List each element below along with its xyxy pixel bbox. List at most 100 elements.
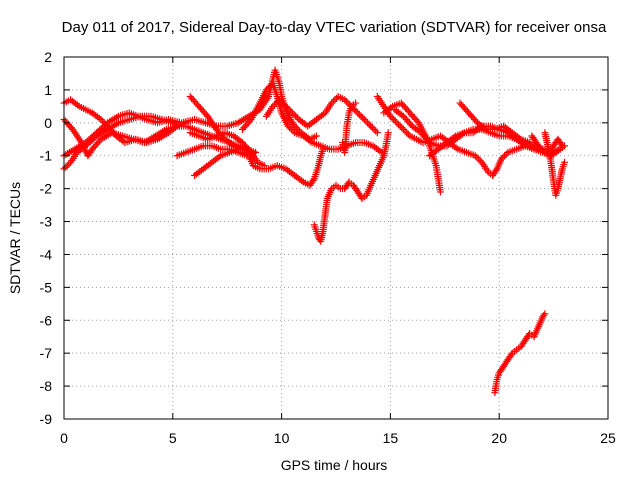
data-point — [286, 124, 294, 132]
y-tick-label: -7 — [40, 345, 53, 361]
data-point — [492, 167, 500, 175]
x-tick-label: 10 — [274, 430, 290, 446]
series-arc10 — [238, 79, 386, 156]
y-axis-label: SDTVAR / TECUs — [7, 182, 23, 294]
data-point — [367, 122, 375, 130]
data-point — [403, 129, 411, 137]
data-point — [472, 117, 480, 125]
data-point — [502, 150, 510, 158]
x-tick-label: 25 — [600, 430, 616, 446]
data-point — [342, 97, 350, 105]
data-point — [287, 125, 295, 133]
series-arc9 — [262, 92, 381, 137]
tick-layer: 0 5 10 15 20 25 -9 -8 -7 -6 -5 -4 -3 -2 -1 0 1 2 — [40, 49, 616, 446]
data-point — [63, 162, 71, 170]
data-point — [293, 114, 301, 122]
data-point — [67, 124, 75, 132]
data-point — [370, 125, 378, 133]
data-point — [65, 160, 73, 168]
data-point — [404, 130, 412, 138]
data-point — [507, 351, 515, 359]
data-point — [352, 99, 360, 107]
data-point — [391, 117, 399, 125]
data-point — [282, 102, 290, 110]
data-point — [424, 137, 432, 145]
data-point — [292, 112, 300, 120]
data-point — [365, 120, 373, 128]
y-tick-label: 1 — [44, 82, 52, 98]
x-tick-label: 20 — [491, 430, 507, 446]
data-point — [372, 127, 380, 135]
data-point — [285, 106, 293, 114]
data-point — [475, 155, 483, 163]
data-point — [352, 107, 360, 115]
series-arc17 — [456, 99, 534, 147]
data-point — [560, 158, 568, 166]
data-point — [526, 139, 534, 147]
data-point — [390, 116, 398, 124]
series-arc20 — [491, 310, 549, 397]
data-point — [240, 147, 248, 155]
data-point — [373, 129, 381, 137]
data-point — [558, 142, 566, 150]
data-point — [399, 125, 407, 133]
data-point — [289, 127, 297, 135]
data-point — [99, 117, 107, 125]
data-point — [354, 109, 362, 117]
data-point — [436, 188, 444, 196]
data-point — [220, 134, 228, 142]
y-tick-label: -5 — [40, 279, 53, 295]
y-tick-label: -6 — [40, 312, 53, 328]
y-tick-label: -1 — [40, 148, 53, 164]
data-point — [202, 111, 210, 119]
data-point — [62, 163, 70, 171]
marks-layer — [60, 66, 568, 397]
data-point — [355, 111, 363, 119]
data-point — [401, 127, 409, 135]
series-arc12 — [339, 99, 360, 156]
y-tick-label: -3 — [40, 214, 53, 230]
data-point — [242, 148, 250, 156]
data-point — [364, 119, 372, 127]
data-point — [535, 144, 543, 151]
y-tick-label: -2 — [40, 181, 53, 197]
y-tick-label: -4 — [40, 246, 53, 262]
data-point — [291, 122, 299, 130]
data-point — [396, 122, 404, 130]
data-point — [395, 120, 403, 128]
x-axis-label: GPS time / hours — [281, 457, 388, 473]
data-point — [540, 311, 548, 319]
data-point — [309, 176, 317, 184]
data-point — [328, 99, 336, 107]
data-point — [407, 120, 415, 128]
data-point — [471, 152, 479, 160]
data-point — [246, 117, 254, 125]
data-point — [287, 107, 295, 115]
data-point — [262, 86, 270, 94]
data-point — [294, 125, 302, 133]
data-point — [243, 150, 251, 158]
y-tick-label: 2 — [44, 49, 52, 65]
data-point — [384, 129, 392, 137]
data-point — [350, 106, 358, 114]
data-point — [238, 145, 246, 153]
data-point — [359, 114, 367, 122]
data-point — [312, 132, 320, 140]
plot-frame — [63, 56, 609, 420]
data-point — [541, 310, 549, 318]
data-point — [97, 116, 105, 124]
series-arc7 — [191, 145, 242, 179]
data-point — [393, 119, 401, 127]
data-point — [476, 157, 484, 165]
data-point — [473, 153, 481, 161]
data-point — [497, 155, 505, 163]
y-tick-label: 0 — [44, 115, 52, 131]
data-point — [344, 99, 352, 107]
series-arc19 — [528, 132, 566, 160]
x-tick-label: 5 — [169, 430, 177, 446]
data-point — [251, 148, 259, 156]
data-point — [341, 96, 349, 104]
y-tick-label: -8 — [40, 378, 53, 394]
